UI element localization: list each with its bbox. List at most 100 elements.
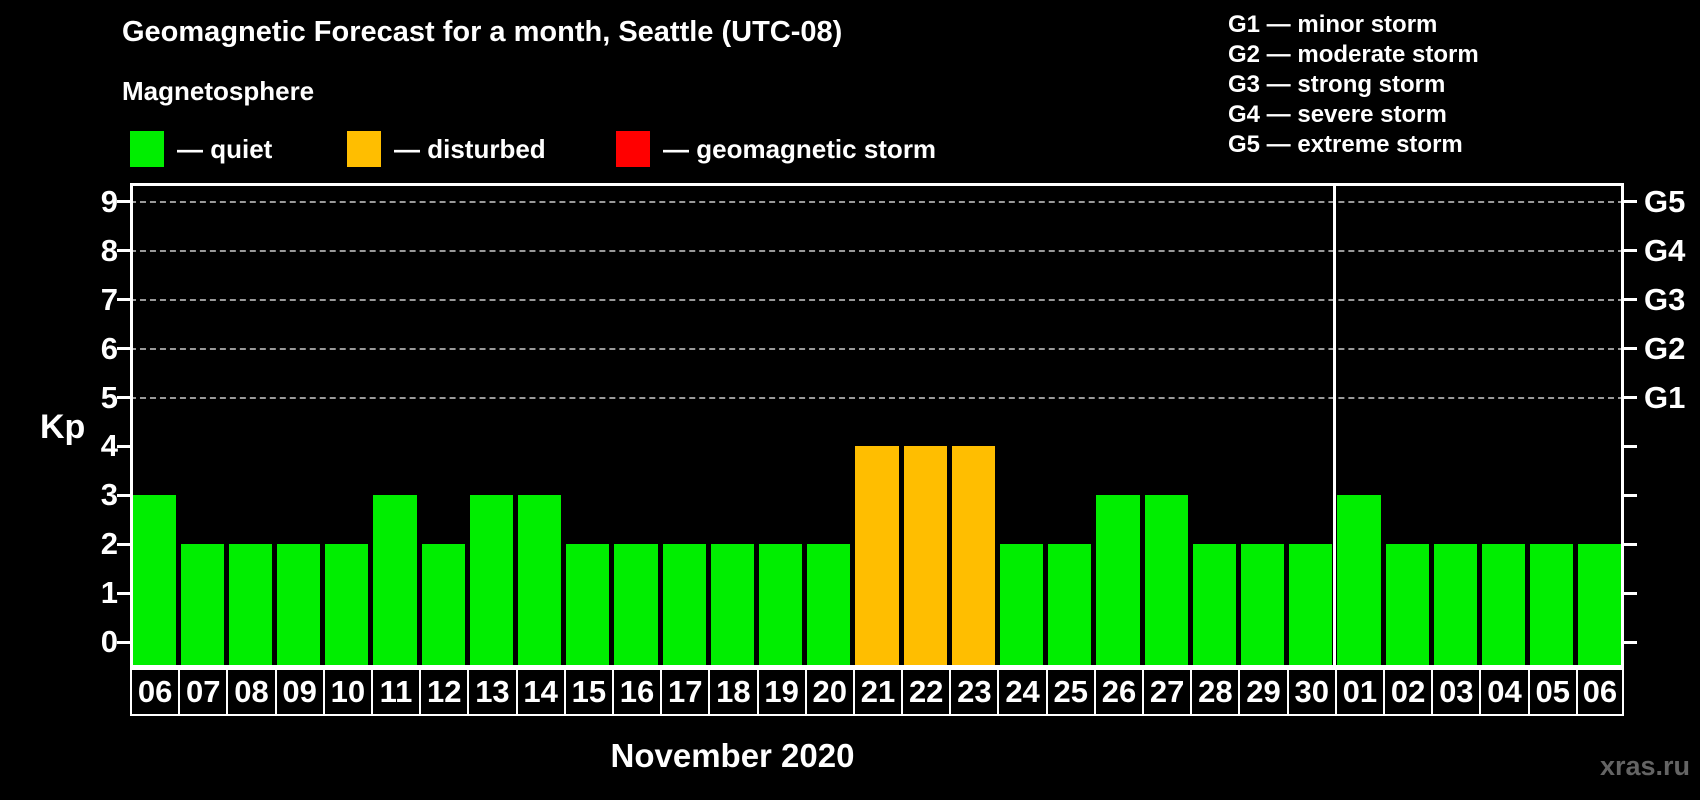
- y-tick-label-1: 1: [100, 575, 118, 611]
- y-axis-tick-8: [117, 249, 130, 253]
- g-scale-legend: G1 — minor storm G2 — moderate storm G3 …: [1228, 10, 1479, 160]
- date-cell-16: 16: [611, 668, 663, 716]
- y-axis-tick-3: [117, 493, 130, 497]
- right-axis-tick-3: [1624, 493, 1637, 497]
- date-cell-08: 08: [226, 668, 277, 716]
- date-cell-15: 15: [563, 668, 614, 716]
- storm-label: — geomagnetic storm: [663, 134, 937, 164]
- kp-bar-09: [277, 544, 321, 668]
- kp-bar-03: [1433, 544, 1477, 668]
- right-axis-tick-4: [1624, 444, 1637, 448]
- date-cell-10: 10: [322, 668, 373, 716]
- plot-frame: [130, 183, 1624, 668]
- kp-bar-13: [469, 495, 514, 668]
- y-axis-tick-0: [117, 640, 130, 644]
- kp-bar-16: [614, 544, 658, 668]
- kp-bar-30: [1289, 544, 1333, 668]
- magnetosphere-label: Magnetosphere: [122, 76, 315, 106]
- g-level-label-g1: G1: [1644, 379, 1686, 415]
- date-cell-18: 18: [708, 668, 759, 716]
- kp-bar-06: [132, 495, 176, 668]
- y-tick-label-4: 4: [100, 428, 118, 464]
- kp-bar-05: [1530, 544, 1574, 668]
- kp-bar-22: [903, 446, 947, 668]
- right-axis-tick-7: [1624, 298, 1637, 302]
- y-tick-label-0: 0: [100, 624, 118, 659]
- kp-bar-02: [1385, 544, 1429, 668]
- date-cell-23: 23: [949, 668, 1000, 716]
- kp-bar-24: [999, 544, 1044, 668]
- right-axis-tick-5: [1624, 396, 1637, 399]
- kp-bar-11: [373, 495, 417, 668]
- date-cell-11: 11: [370, 668, 422, 716]
- g-scale-item-g2: G2 — moderate storm: [1228, 41, 1479, 68]
- right-axis-tick-0: [1624, 640, 1637, 644]
- gridline-kp8: [130, 249, 1624, 252]
- kp-bar-23: [951, 446, 995, 668]
- date-cell-27: 27: [1142, 668, 1193, 716]
- right-axis-tick-1: [1624, 591, 1637, 595]
- y-tick-label-3: 3: [100, 477, 118, 513]
- kp-bar-15: [566, 544, 610, 668]
- kp-bar-25: [1048, 544, 1092, 668]
- y-axis-tick-2: [117, 542, 130, 546]
- y-tick-label-2: 2: [100, 526, 118, 562]
- date-cell-17: 17: [660, 668, 711, 716]
- date-cell-30: 30: [1286, 668, 1337, 716]
- date-cell-14: 14: [515, 668, 566, 716]
- g-level-label-g5: G5: [1644, 183, 1686, 219]
- kp-bar-12: [421, 544, 465, 668]
- date-cell-07: 07: [178, 668, 229, 716]
- y-tick-label-6: 6: [100, 330, 118, 366]
- y-tick-label-9: 9: [100, 183, 118, 219]
- kp-bar-07: [180, 544, 224, 668]
- month-separator-line: [1333, 183, 1337, 668]
- x-axis-label: November 2020: [610, 737, 855, 774]
- watermark: xras.ru: [1599, 751, 1690, 781]
- date-cell-06: 06: [1575, 668, 1624, 716]
- gridline-kp5: [130, 396, 1624, 399]
- date-cell-12: 12: [419, 668, 470, 716]
- y-tick-label-8: 8: [100, 232, 118, 268]
- gridline-kp6: [130, 347, 1624, 350]
- y-axis-tick-4: [117, 444, 130, 448]
- kp-bar-27: [1144, 495, 1188, 668]
- date-cell-13: 13: [467, 668, 518, 716]
- right-axis-tick-8: [1624, 249, 1637, 253]
- date-cell-29: 29: [1238, 668, 1289, 716]
- date-cell-03: 03: [1431, 668, 1482, 716]
- date-cell-19: 19: [756, 668, 807, 716]
- y-tick-label-5: 5: [100, 379, 118, 415]
- y-tick-label-7: 7: [100, 281, 118, 317]
- kp-bar-14: [518, 495, 562, 668]
- kp-bar-28: [1192, 544, 1236, 668]
- date-cell-02: 02: [1383, 668, 1434, 716]
- g-scale-item-g1: G1 — minor storm: [1228, 11, 1438, 38]
- y-axis-tick-5: [117, 396, 130, 399]
- date-cell-28: 28: [1190, 668, 1241, 716]
- date-cell-25: 25: [1045, 668, 1096, 716]
- kp-bar-19: [759, 544, 803, 668]
- disturbed-swatch-icon: [347, 131, 381, 167]
- gridline-kp9: [130, 200, 1624, 203]
- y-axis-tick-7: [117, 298, 130, 302]
- g-scale-item-g4: G4 — severe storm: [1228, 101, 1447, 128]
- date-cell-21: 21: [852, 668, 904, 716]
- y-axis-tick-9: [117, 200, 130, 204]
- date-cell-09: 09: [274, 668, 325, 716]
- g-scale-item-g3: G3 — strong storm: [1228, 71, 1446, 98]
- right-axis-tick-9: [1624, 200, 1637, 204]
- kp-bar-21: [855, 446, 899, 668]
- storm-swatch-icon: [616, 131, 650, 167]
- kp-bar-08: [228, 544, 273, 668]
- kp-bar-06: [1578, 544, 1622, 668]
- kp-bar-29: [1240, 544, 1285, 668]
- kp-bar-17: [662, 544, 706, 668]
- date-cell-26: 26: [1093, 668, 1145, 716]
- date-cell-05: 05: [1527, 668, 1578, 716]
- gridline-kp7: [130, 298, 1624, 301]
- chart-title: Geomagnetic Forecast for a month, Seattl…: [122, 16, 843, 48]
- y-axis-tick-6: [117, 347, 130, 351]
- date-cell-24: 24: [997, 668, 1048, 716]
